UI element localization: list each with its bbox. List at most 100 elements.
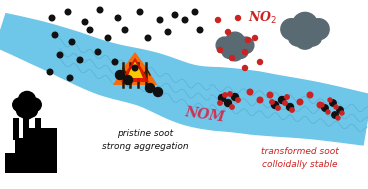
Circle shape xyxy=(293,12,318,38)
Circle shape xyxy=(330,100,336,106)
Circle shape xyxy=(288,27,307,46)
Circle shape xyxy=(267,92,273,98)
Circle shape xyxy=(17,104,30,117)
Circle shape xyxy=(157,17,163,23)
Circle shape xyxy=(334,105,338,109)
Circle shape xyxy=(243,66,248,70)
Circle shape xyxy=(320,103,324,107)
Circle shape xyxy=(230,56,234,60)
Circle shape xyxy=(217,47,223,53)
Circle shape xyxy=(237,37,254,53)
Circle shape xyxy=(308,19,329,40)
Polygon shape xyxy=(13,118,19,140)
Circle shape xyxy=(122,27,128,33)
Polygon shape xyxy=(0,13,368,146)
Circle shape xyxy=(226,29,230,35)
Circle shape xyxy=(326,110,330,114)
Polygon shape xyxy=(35,118,41,140)
Circle shape xyxy=(228,92,232,96)
Circle shape xyxy=(245,37,251,43)
Circle shape xyxy=(230,105,234,109)
Circle shape xyxy=(65,9,71,15)
Circle shape xyxy=(236,15,241,20)
Polygon shape xyxy=(15,138,57,153)
Circle shape xyxy=(270,100,274,104)
Circle shape xyxy=(337,107,343,113)
Circle shape xyxy=(317,102,323,108)
Circle shape xyxy=(192,9,198,15)
Circle shape xyxy=(197,27,203,33)
Circle shape xyxy=(105,35,111,41)
Circle shape xyxy=(328,98,332,102)
Circle shape xyxy=(279,97,286,104)
Polygon shape xyxy=(127,61,143,78)
Circle shape xyxy=(52,32,58,38)
Circle shape xyxy=(132,65,138,71)
Polygon shape xyxy=(5,153,57,173)
Circle shape xyxy=(57,52,63,58)
Circle shape xyxy=(182,17,188,23)
Circle shape xyxy=(82,19,88,25)
Circle shape xyxy=(225,32,245,52)
Circle shape xyxy=(285,95,289,99)
Circle shape xyxy=(252,36,258,40)
Circle shape xyxy=(95,49,101,55)
Circle shape xyxy=(247,89,253,95)
Circle shape xyxy=(222,44,237,58)
Circle shape xyxy=(283,101,287,105)
Circle shape xyxy=(233,44,248,58)
Circle shape xyxy=(112,59,118,65)
Circle shape xyxy=(47,69,53,75)
Circle shape xyxy=(145,35,151,41)
Polygon shape xyxy=(23,118,29,140)
Circle shape xyxy=(243,50,248,54)
Circle shape xyxy=(294,28,315,49)
Circle shape xyxy=(69,39,75,45)
Circle shape xyxy=(281,19,302,40)
Circle shape xyxy=(216,37,233,53)
Text: pristine soot
strong aggregation: pristine soot strong aggregation xyxy=(102,129,188,151)
Circle shape xyxy=(20,106,33,119)
Circle shape xyxy=(297,99,303,105)
Circle shape xyxy=(218,101,222,105)
Circle shape xyxy=(290,108,294,112)
Polygon shape xyxy=(113,52,157,85)
Text: NO$_2$: NO$_2$ xyxy=(248,10,278,26)
Circle shape xyxy=(49,15,55,21)
Circle shape xyxy=(223,93,227,97)
Circle shape xyxy=(340,111,344,115)
Circle shape xyxy=(124,75,132,84)
Circle shape xyxy=(97,7,103,13)
Circle shape xyxy=(153,88,163,97)
Text: transformed soot
colloidally stable: transformed soot colloidally stable xyxy=(261,147,339,169)
Circle shape xyxy=(227,44,243,61)
Circle shape xyxy=(172,12,178,18)
Circle shape xyxy=(77,57,83,63)
Polygon shape xyxy=(27,128,57,138)
Circle shape xyxy=(216,18,220,22)
Circle shape xyxy=(332,112,338,118)
Circle shape xyxy=(322,105,328,111)
Circle shape xyxy=(258,60,262,64)
Polygon shape xyxy=(121,58,149,82)
Text: NOM: NOM xyxy=(184,105,226,125)
Circle shape xyxy=(231,94,238,101)
Circle shape xyxy=(303,27,322,46)
Circle shape xyxy=(165,29,171,35)
Circle shape xyxy=(13,98,26,111)
Circle shape xyxy=(257,97,263,103)
Circle shape xyxy=(67,75,73,81)
Circle shape xyxy=(24,104,38,117)
Circle shape xyxy=(137,9,143,15)
Circle shape xyxy=(18,91,36,108)
Circle shape xyxy=(115,15,121,21)
Circle shape xyxy=(276,106,280,110)
Circle shape xyxy=(307,92,313,98)
Circle shape xyxy=(236,98,240,102)
Circle shape xyxy=(87,27,93,33)
Circle shape xyxy=(336,116,340,120)
Circle shape xyxy=(272,101,279,108)
Circle shape xyxy=(287,104,294,111)
Circle shape xyxy=(28,98,41,111)
Circle shape xyxy=(224,99,231,106)
